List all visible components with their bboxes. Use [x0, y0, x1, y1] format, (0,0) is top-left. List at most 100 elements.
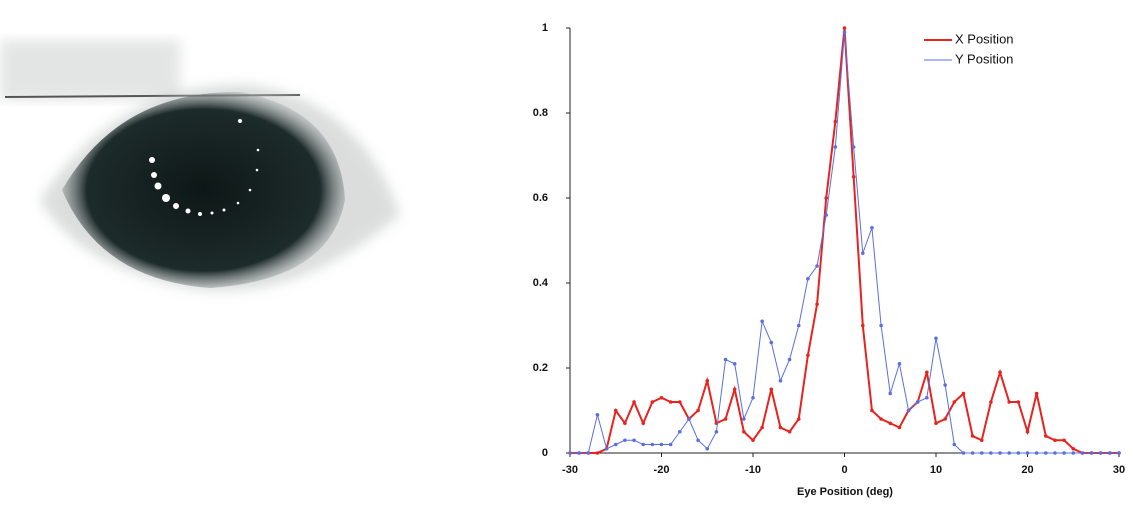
point — [687, 417, 691, 421]
point — [650, 400, 655, 404]
y-tick-label: 0.4 — [533, 277, 549, 289]
point — [861, 323, 865, 328]
point — [659, 442, 664, 447]
x-axis-label: Eye Position (deg) — [797, 486, 893, 498]
point — [915, 400, 920, 404]
point — [769, 387, 774, 392]
point — [760, 425, 764, 430]
x-tick-label: 10 — [930, 464, 942, 476]
point — [806, 353, 810, 358]
point — [1034, 391, 1039, 396]
point — [632, 400, 636, 404]
x-tick-label: 0 — [841, 464, 847, 476]
point — [1071, 451, 1076, 455]
point — [815, 302, 819, 307]
point — [760, 319, 764, 324]
point — [970, 434, 975, 438]
point — [1053, 438, 1057, 443]
glints — [149, 119, 260, 216]
point — [833, 145, 838, 149]
point — [613, 408, 618, 413]
point — [678, 400, 682, 404]
series-line — [570, 27, 1119, 454]
point — [650, 442, 655, 447]
point — [934, 336, 938, 341]
point — [604, 446, 609, 451]
point — [778, 378, 783, 383]
point — [659, 395, 664, 400]
point — [943, 383, 947, 387]
x-tick-label: -20 — [654, 464, 670, 476]
point — [998, 451, 1002, 455]
point — [595, 451, 600, 455]
point — [632, 438, 636, 443]
point — [989, 400, 993, 404]
y-tick-label: 0.2 — [533, 362, 548, 374]
point — [897, 425, 902, 430]
point — [1071, 446, 1076, 451]
point — [851, 145, 856, 149]
point — [1034, 451, 1039, 455]
point — [970, 451, 975, 455]
point — [979, 451, 984, 455]
point — [732, 361, 737, 366]
legend-label: Y Position — [955, 51, 1013, 66]
point — [577, 451, 581, 455]
point — [742, 417, 746, 421]
point — [796, 417, 801, 421]
point — [723, 417, 728, 421]
point — [705, 446, 710, 451]
eye-image — [0, 40, 400, 292]
y-tick-label: 1 — [542, 22, 548, 34]
point — [1007, 451, 1011, 455]
point — [842, 30, 847, 35]
point — [1062, 438, 1066, 443]
x-tick-label: -30 — [562, 464, 578, 476]
point — [1016, 400, 1021, 404]
point — [668, 442, 673, 447]
point — [1117, 451, 1121, 455]
point — [714, 429, 719, 434]
point — [769, 340, 774, 345]
point — [1098, 451, 1103, 455]
point — [815, 264, 819, 268]
point — [952, 400, 957, 404]
point — [1016, 451, 1021, 455]
point — [696, 408, 700, 413]
point — [870, 408, 874, 413]
point — [623, 438, 627, 443]
point — [787, 357, 792, 362]
point — [586, 451, 591, 455]
legend-label: X Position — [955, 31, 1014, 46]
point — [833, 119, 838, 124]
x-tick-label: 30 — [1113, 464, 1125, 476]
point — [1062, 451, 1066, 455]
point — [796, 323, 801, 328]
point — [897, 361, 902, 366]
point — [751, 438, 755, 443]
point — [851, 174, 856, 179]
point — [732, 387, 737, 392]
y-tick-label: 0 — [542, 447, 548, 459]
point — [705, 378, 710, 383]
point — [943, 417, 947, 421]
point — [879, 323, 883, 328]
point — [989, 451, 993, 455]
point — [613, 442, 618, 447]
point — [1080, 451, 1085, 455]
point — [979, 438, 984, 443]
point — [952, 442, 957, 447]
point — [1025, 429, 1030, 434]
point — [934, 421, 938, 426]
point — [870, 225, 874, 230]
point — [806, 276, 810, 281]
point — [842, 26, 847, 30]
point — [824, 213, 828, 217]
point — [678, 429, 682, 434]
point — [641, 421, 645, 426]
point — [1053, 451, 1057, 455]
y-tick-label: 0.6 — [533, 192, 548, 204]
point — [888, 391, 893, 396]
point — [1089, 451, 1094, 455]
